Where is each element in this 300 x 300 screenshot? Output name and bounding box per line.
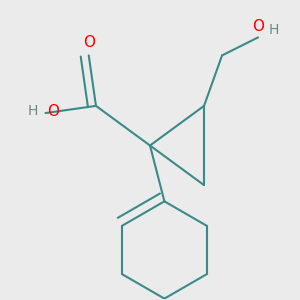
Text: O: O: [83, 35, 95, 50]
Text: O: O: [252, 19, 264, 34]
Text: O: O: [47, 104, 59, 119]
Text: H: H: [28, 104, 38, 118]
Text: H: H: [269, 23, 280, 37]
